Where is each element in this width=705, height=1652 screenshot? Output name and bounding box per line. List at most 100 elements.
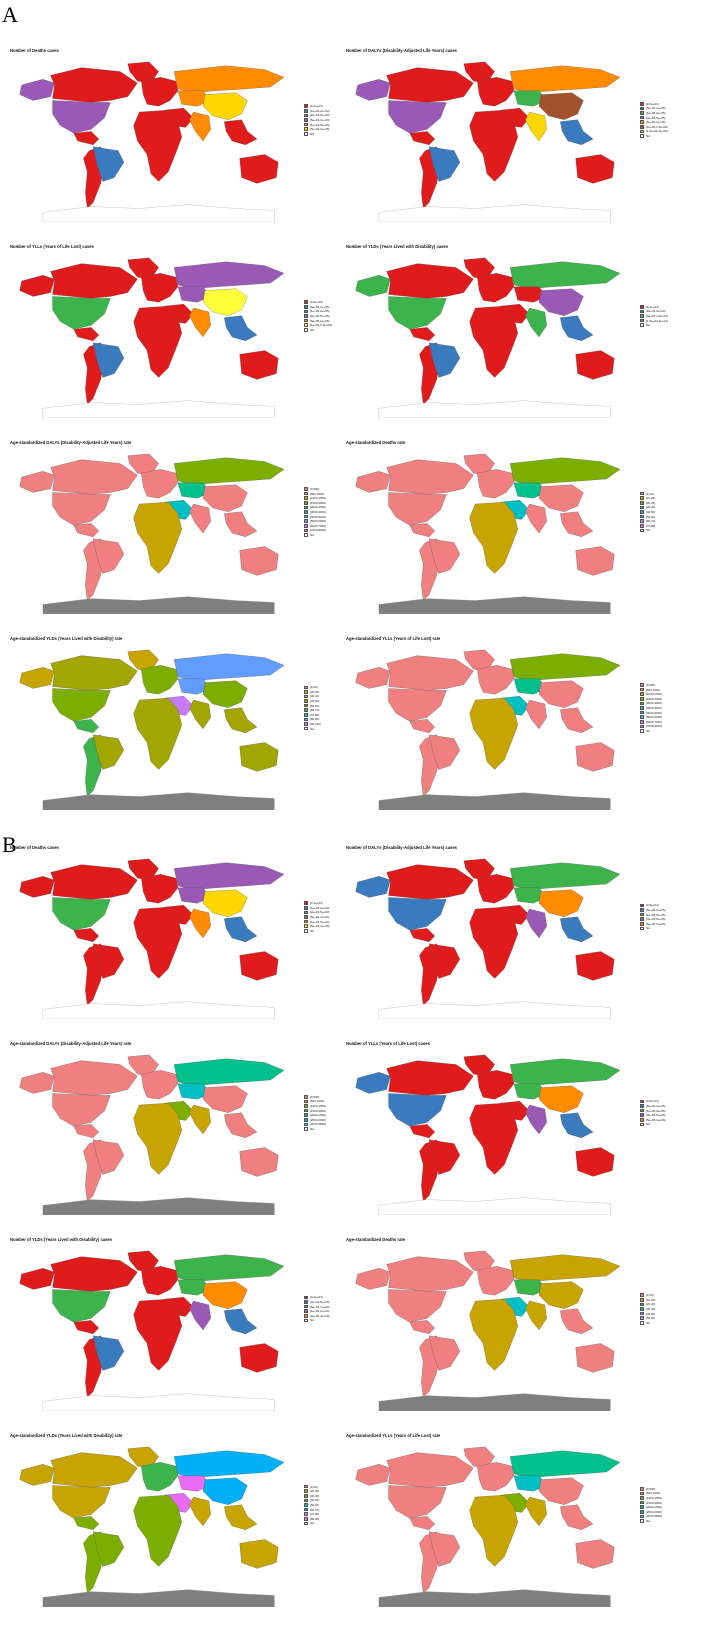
map-panel: Age-standardized Deaths rate [0,10) [10,20…	[340, 1237, 685, 1435]
region-africa	[133, 1298, 182, 1371]
legend-label: [0,5e+04)	[646, 903, 659, 908]
legend-swatch	[640, 912, 644, 917]
legend-swatch	[640, 1491, 644, 1496]
legend-item: [2e+03,5e+03)	[304, 113, 330, 118]
map-panel: Number of Deaths cases [0,1e+03) [1e+03,2e…	[4, 845, 349, 1043]
region-brazil	[92, 1335, 125, 1371]
legend-swatch	[640, 1108, 644, 1113]
region-america-n	[388, 1289, 447, 1323]
legend-item: [40,50)	[640, 1311, 655, 1316]
region-india	[189, 307, 211, 338]
region-se-asia	[560, 1112, 594, 1138]
region-alaska	[19, 1268, 55, 1290]
region-america-n	[388, 1093, 447, 1127]
legend-label: NA	[310, 327, 315, 332]
region-antarctica	[42, 1001, 275, 1019]
legend-swatch	[640, 1113, 644, 1118]
legend-swatch	[640, 125, 644, 129]
legend-swatch	[304, 1104, 308, 1108]
region-brazil	[428, 1139, 461, 1175]
legend-swatch	[304, 523, 308, 528]
region-canada	[50, 1452, 138, 1488]
region-europe	[141, 77, 179, 107]
region-america-n	[388, 688, 447, 722]
panel-title: Number of DALYs (Disability-Adjusted Lif…	[346, 48, 458, 53]
world-map	[355, 61, 621, 222]
legend-swatch	[640, 102, 644, 106]
map-legend: [0,5e+04) [5e+04,1e+05) [1e+05,2e+05) [2e+0…	[640, 102, 668, 139]
legend-item: [3000,3500]	[304, 1122, 326, 1127]
region-se-asia	[560, 916, 594, 942]
legend-item: [1e+04,5e+04)	[304, 122, 330, 127]
legend-item: [5e+03,1e+04)	[304, 915, 330, 920]
legend-swatch	[640, 318, 644, 323]
legend-swatch	[640, 710, 644, 715]
region-russia	[173, 261, 285, 289]
world-map	[355, 858, 621, 1019]
legend-item: [5e+04,1e+05)	[640, 908, 666, 913]
legend-swatch	[640, 696, 644, 701]
legend-swatch	[304, 127, 308, 131]
legend-label: [2000,2500)	[310, 1113, 327, 1118]
legend-label: [6000,7000)	[646, 719, 663, 724]
legend-item: [2500,3000)	[640, 1510, 662, 1515]
legend-label: [80,90]	[310, 1516, 320, 1521]
region-australia	[239, 350, 279, 380]
legend-item: [3e+05,5e+05)	[640, 1113, 666, 1118]
legend-swatch	[640, 719, 644, 724]
legend-swatch	[304, 1484, 308, 1489]
legend-item: [1e+04,2e+04)	[304, 1309, 330, 1314]
legend-swatch	[304, 108, 308, 113]
legend-swatch	[304, 104, 308, 108]
legend-item: [90,100]	[304, 722, 321, 727]
legend-label: [1e+05,2e+05)	[310, 309, 330, 314]
legend-swatch	[640, 683, 644, 687]
region-se-asia	[224, 511, 258, 537]
legend-item: NA	[640, 1320, 655, 1325]
legend-swatch	[304, 1099, 308, 1104]
region-antarctica	[378, 792, 611, 810]
legend-label: NA	[310, 131, 315, 136]
world-map	[19, 1250, 285, 1411]
legend-swatch	[304, 685, 308, 690]
map-panel: Age-standardized YLLs (Years of Life Los…	[340, 1433, 685, 1631]
legend-label: [0,500)	[646, 682, 656, 687]
legend-label: [0,10)	[646, 1293, 654, 1298]
map-legend: [0,5e+04) [5e+04,1e+05) [1e+05,3e+05) [3e+0…	[640, 1099, 666, 1127]
legend-item: [20,30)	[304, 690, 321, 695]
legend-label: [5e+03,1.5e+04)	[646, 313, 669, 318]
legend-item: [5000,6000)	[640, 715, 662, 720]
legend-swatch	[640, 120, 644, 125]
legend-item: [1000,1500)	[640, 692, 662, 697]
legend-label: [0,2e+03)	[310, 1295, 323, 1300]
region-alaska	[19, 471, 55, 493]
legend-label: [1.5e+06,3e+06]	[646, 129, 668, 134]
region-russia	[509, 1254, 621, 1282]
legend-item: [0,10)	[640, 491, 655, 496]
world-map	[19, 1446, 285, 1607]
region-america-n	[52, 100, 111, 134]
region-africa	[469, 906, 518, 979]
legend-swatch	[640, 917, 644, 922]
legend-label: NA	[310, 1521, 315, 1526]
region-brazil	[92, 1139, 125, 1175]
legend-item: [0,5e+04)	[304, 300, 332, 305]
region-alaska	[19, 79, 55, 101]
legend-item: [30,40)	[640, 1307, 655, 1312]
legend-item: [2e+05,5e+05)	[640, 115, 668, 120]
legend-label: [20,30)	[646, 1302, 656, 1307]
legend-swatch	[640, 491, 644, 496]
map-legend: [0,10) [10,20) [20,30) [30,40) [40,50) [50,60…	[640, 1293, 655, 1325]
region-india	[189, 503, 211, 534]
legend-item: [500,1000)	[304, 491, 326, 496]
legend-swatch	[640, 514, 644, 519]
legend-label: [1e+05,3e+05)	[646, 912, 666, 917]
region-africa	[133, 1494, 182, 1567]
legend-swatch	[304, 323, 308, 327]
region-america-n	[388, 1485, 447, 1519]
legend-label: [3e+05,5e+05)	[646, 917, 666, 922]
legend-swatch	[304, 309, 308, 314]
legend-item: NA	[304, 726, 321, 731]
region-brazil	[428, 943, 461, 979]
region-africa	[469, 109, 518, 182]
